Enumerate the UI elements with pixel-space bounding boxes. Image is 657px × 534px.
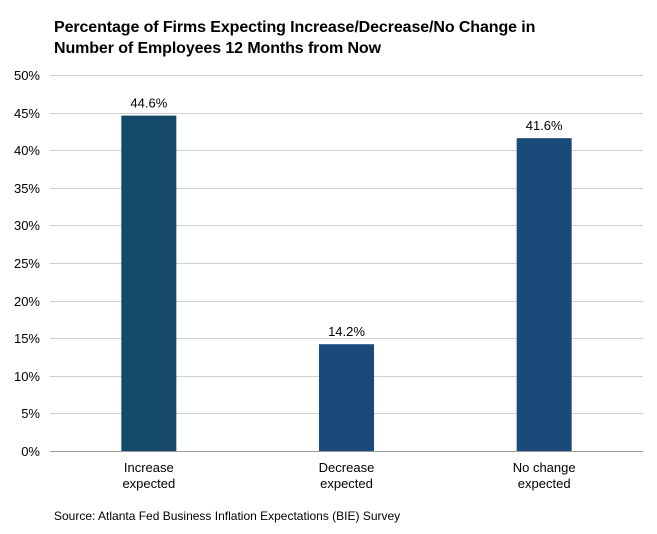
source-note: Source: Atlanta Fed Business Inflation E… [54, 509, 401, 523]
chart-title: Percentage of Firms Expecting Increase/D… [54, 17, 535, 59]
y-tick-label: 5% [21, 406, 40, 421]
y-tick-label: 10% [14, 369, 40, 384]
category-label: Decrease expected [319, 460, 375, 491]
y-tick-label: 50% [14, 68, 40, 83]
bar [319, 344, 374, 451]
category-label-line: Increase [124, 460, 174, 475]
category-label-line: expected [122, 476, 175, 491]
y-tick-label: 45% [14, 106, 40, 121]
y-tick-label: 20% [14, 294, 40, 309]
y-tick-label: 35% [14, 181, 40, 196]
data-label: 44.6% [130, 96, 167, 111]
data-labels: 44.6% 14.2% 41.6% [130, 96, 563, 340]
chart-title-line-1: Percentage of Firms Expecting Increase/D… [54, 19, 536, 36]
bar [121, 115, 177, 451]
y-tick-label: 25% [14, 256, 40, 271]
chart-title-line-2: Number of Employees 12 Months from Now [54, 40, 381, 57]
category-label-line: expected [518, 476, 571, 491]
category-label-line: No change [513, 460, 576, 475]
y-tick-label: 30% [14, 218, 40, 233]
data-label: 14.2% [328, 324, 365, 339]
y-tick-label: 0% [21, 444, 40, 459]
y-axis-tick-labels: 0% 5% 10% 15% 20% 25% 30% 35% 40% 45% 50% [14, 68, 40, 459]
data-label: 41.6% [526, 118, 563, 133]
y-tick-label: 15% [14, 331, 40, 346]
bars [121, 115, 572, 451]
y-tick-label: 40% [14, 143, 40, 158]
category-label: No change expected [513, 460, 576, 491]
category-label-line: expected [320, 476, 373, 491]
bar [516, 138, 572, 451]
category-label-line: Decrease [319, 460, 375, 475]
category-label: Increase expected [122, 460, 175, 491]
